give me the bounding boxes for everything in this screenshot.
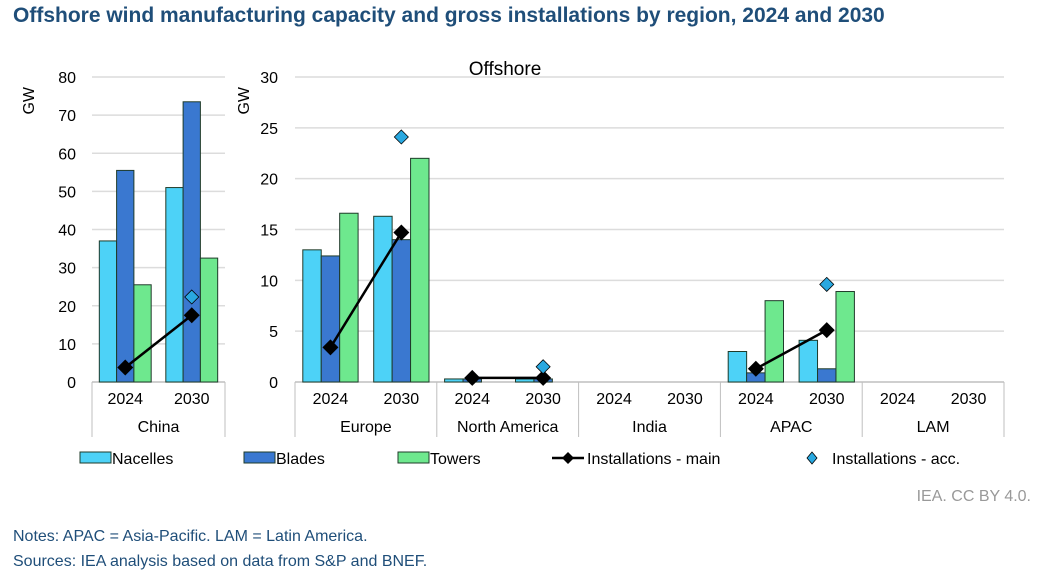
- installations-main-marker: [322, 339, 339, 356]
- region-label: LAM: [917, 419, 950, 436]
- x-tick-label: 2024: [596, 391, 632, 408]
- bar-blades: [817, 368, 837, 383]
- x-tick-label: 2030: [525, 391, 561, 408]
- region-label: Europe: [340, 419, 392, 436]
- y-tick-label: 5: [269, 324, 278, 341]
- bar-nacelles: [727, 351, 748, 383]
- installations-main-marker: [747, 360, 764, 377]
- installations-main-marker: [117, 359, 134, 376]
- legend-swatch: [79, 451, 112, 464]
- x-tick-label: 2024: [738, 391, 774, 408]
- y-axis-label: GW: [21, 86, 38, 114]
- y-tick-label: 80: [58, 70, 76, 87]
- y-tick-label: 30: [260, 70, 278, 87]
- region-label: APAC: [770, 419, 812, 436]
- region-label: India: [632, 419, 667, 436]
- y-tick-label: 20: [260, 172, 278, 189]
- legend-swatch: [397, 451, 430, 464]
- y-tick-label: 70: [58, 108, 76, 125]
- notes: Notes: APAC = Asia-Pacific. LAM = Latin …: [13, 524, 427, 574]
- installations-acc-marker: [819, 276, 835, 292]
- x-tick-label: 2030: [809, 391, 845, 408]
- bar-blades: [320, 255, 341, 383]
- bar-nacelles: [444, 378, 464, 383]
- legend-label: Towers: [430, 451, 481, 468]
- legend-label: Blades: [276, 451, 325, 468]
- y-axis-label: GW: [236, 86, 253, 114]
- x-tick-label: 2024: [880, 391, 916, 408]
- region-label: China: [138, 419, 180, 436]
- x-tick-label: 2024: [107, 391, 143, 408]
- installations-main-marker: [393, 224, 410, 241]
- legend-label: Installations - acc.: [832, 451, 960, 468]
- y-tick-label: 0: [269, 375, 278, 392]
- legend-label: Nacelles: [112, 451, 173, 468]
- credit: IEA. CC BY 4.0.: [916, 488, 1031, 505]
- bar-towers: [133, 284, 152, 383]
- installations-acc-marker: [184, 289, 200, 305]
- x-tick-label: 2030: [951, 391, 987, 408]
- y-tick-label: 20: [58, 299, 76, 316]
- bar-towers: [764, 300, 785, 383]
- installations-main-marker: [183, 307, 200, 324]
- installations-main-line: [329, 231, 403, 349]
- bar-nacelles: [98, 240, 118, 383]
- bar-towers: [339, 212, 359, 383]
- bar-nacelles: [165, 187, 184, 383]
- sources-text: Sources: IEA analysis based on data from…: [13, 553, 428, 570]
- legend-marker: [562, 452, 574, 464]
- x-tick-label: 2024: [313, 391, 349, 408]
- installations-main-line: [124, 314, 193, 369]
- installations-main-marker: [535, 369, 552, 386]
- bar-towers: [199, 257, 219, 383]
- installations-main-marker: [464, 369, 481, 386]
- bar-towers: [835, 291, 855, 383]
- notes-text: Notes: APAC = Asia-Pacific. LAM = Latin …: [13, 528, 368, 545]
- x-tick-label: 2030: [174, 391, 210, 408]
- bar-nacelles: [302, 249, 322, 383]
- y-tick-label: 25: [260, 121, 278, 138]
- bar-blades: [182, 101, 201, 383]
- legend-marker: [806, 451, 818, 465]
- y-tick-label: 60: [58, 146, 76, 163]
- bar-nacelles: [373, 215, 393, 383]
- installations-main-marker: [818, 322, 835, 339]
- x-tick-label: 2024: [454, 391, 490, 408]
- y-tick-label: 10: [58, 337, 76, 354]
- x-tick-label: 2030: [667, 391, 703, 408]
- panel-title: Offshore: [469, 59, 542, 80]
- chart-title: Offshore wind manufacturing capacity and…: [13, 4, 885, 27]
- y-tick-label: 40: [58, 223, 76, 240]
- bar-towers: [410, 157, 430, 383]
- y-tick-label: 0: [67, 375, 76, 392]
- installations-acc-marker: [535, 359, 551, 375]
- region-label: North America: [457, 419, 558, 436]
- bar-blades: [116, 169, 135, 383]
- y-tick-label: 15: [260, 223, 278, 240]
- bar-nacelles: [514, 378, 535, 383]
- installations-acc-marker: [393, 129, 409, 145]
- legend-label: Installations - main: [587, 451, 720, 468]
- y-tick-label: 50: [58, 184, 76, 201]
- x-tick-label: 2030: [384, 391, 420, 408]
- legend-swatch: [243, 451, 276, 464]
- y-tick-label: 30: [58, 261, 76, 278]
- installations-main-line: [755, 329, 828, 370]
- bar-blades: [391, 239, 412, 383]
- y-tick-label: 10: [260, 273, 278, 290]
- bar-nacelles: [798, 339, 819, 383]
